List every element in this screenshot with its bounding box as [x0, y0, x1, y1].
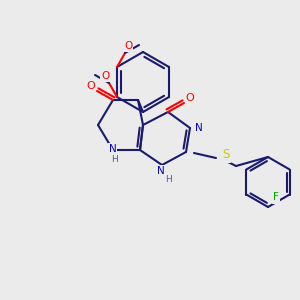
Text: F: F: [273, 193, 279, 202]
Text: O: O: [124, 41, 132, 51]
Text: O: O: [101, 71, 109, 81]
Text: H: H: [165, 175, 171, 184]
Text: O: O: [87, 81, 95, 91]
Text: H: H: [111, 154, 118, 164]
Text: N: N: [109, 144, 116, 154]
Text: N: N: [157, 166, 165, 176]
Text: O: O: [186, 93, 194, 103]
Text: S: S: [222, 148, 230, 161]
Text: N: N: [195, 123, 203, 133]
